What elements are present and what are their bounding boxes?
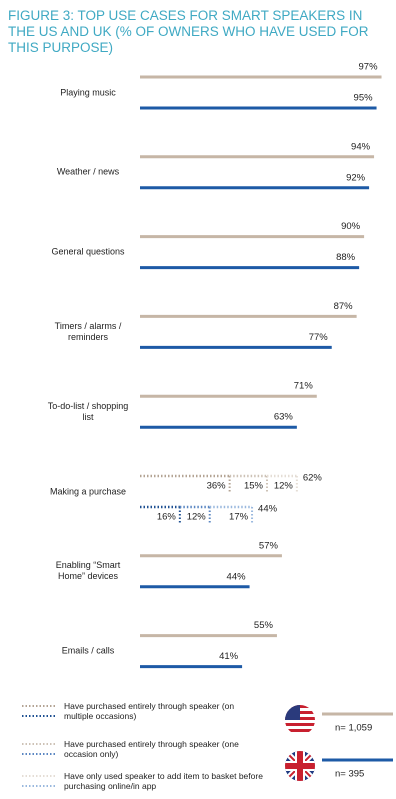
- value-label: 71%: [294, 381, 314, 392]
- segment-label: 17%: [229, 512, 249, 523]
- category-label: Weather / news: [56, 166, 120, 177]
- value-label: 97%: [359, 62, 379, 73]
- value-label: 90%: [341, 221, 361, 232]
- category-label: To-do-list / shopping list: [47, 400, 129, 422]
- us-flag: [285, 705, 315, 735]
- category-label: Enabling “Smart Home” devices: [55, 560, 121, 582]
- legend-label: Have purchased entirely through speaker …: [64, 701, 235, 721]
- value-label: 87%: [334, 301, 354, 312]
- value-label: 55%: [254, 620, 274, 631]
- value-label: 41%: [219, 651, 239, 662]
- value-label: 63%: [274, 412, 294, 423]
- value-label: 94%: [351, 141, 371, 152]
- segment-label: 12%: [274, 481, 294, 492]
- category-label: Emails / calls: [61, 645, 115, 656]
- segment-label: 12%: [187, 512, 207, 523]
- value-label: 77%: [309, 332, 329, 343]
- category-label: General questions: [51, 246, 125, 257]
- category-label: Timers / alarms / reminders: [54, 320, 122, 342]
- value-label: 44%: [258, 504, 278, 515]
- value-label: 88%: [336, 252, 356, 263]
- value-label: 57%: [259, 540, 279, 551]
- segment-label: 36%: [207, 481, 227, 492]
- legend-label: n= 1,059: [335, 723, 372, 734]
- uk-flag: [285, 751, 315, 781]
- value-label: 92%: [346, 172, 366, 183]
- chart-title: FIGURE 3: TOP USE CASES FOR SMART SPEAKE…: [8, 8, 369, 55]
- value-label: 95%: [354, 93, 374, 104]
- segment-label: 16%: [157, 512, 177, 523]
- legend-label: Have purchased entirely through speaker …: [64, 739, 239, 759]
- category-label: Making a purchase: [49, 486, 127, 496]
- category-label: Playing music: [60, 87, 116, 97]
- value-label: 62%: [303, 473, 323, 484]
- value-label: 44%: [227, 571, 247, 582]
- segment-label: 15%: [244, 481, 264, 492]
- legend-label: Have only used speaker to add item to ba…: [64, 771, 263, 791]
- legend-label: n= 395: [335, 769, 364, 780]
